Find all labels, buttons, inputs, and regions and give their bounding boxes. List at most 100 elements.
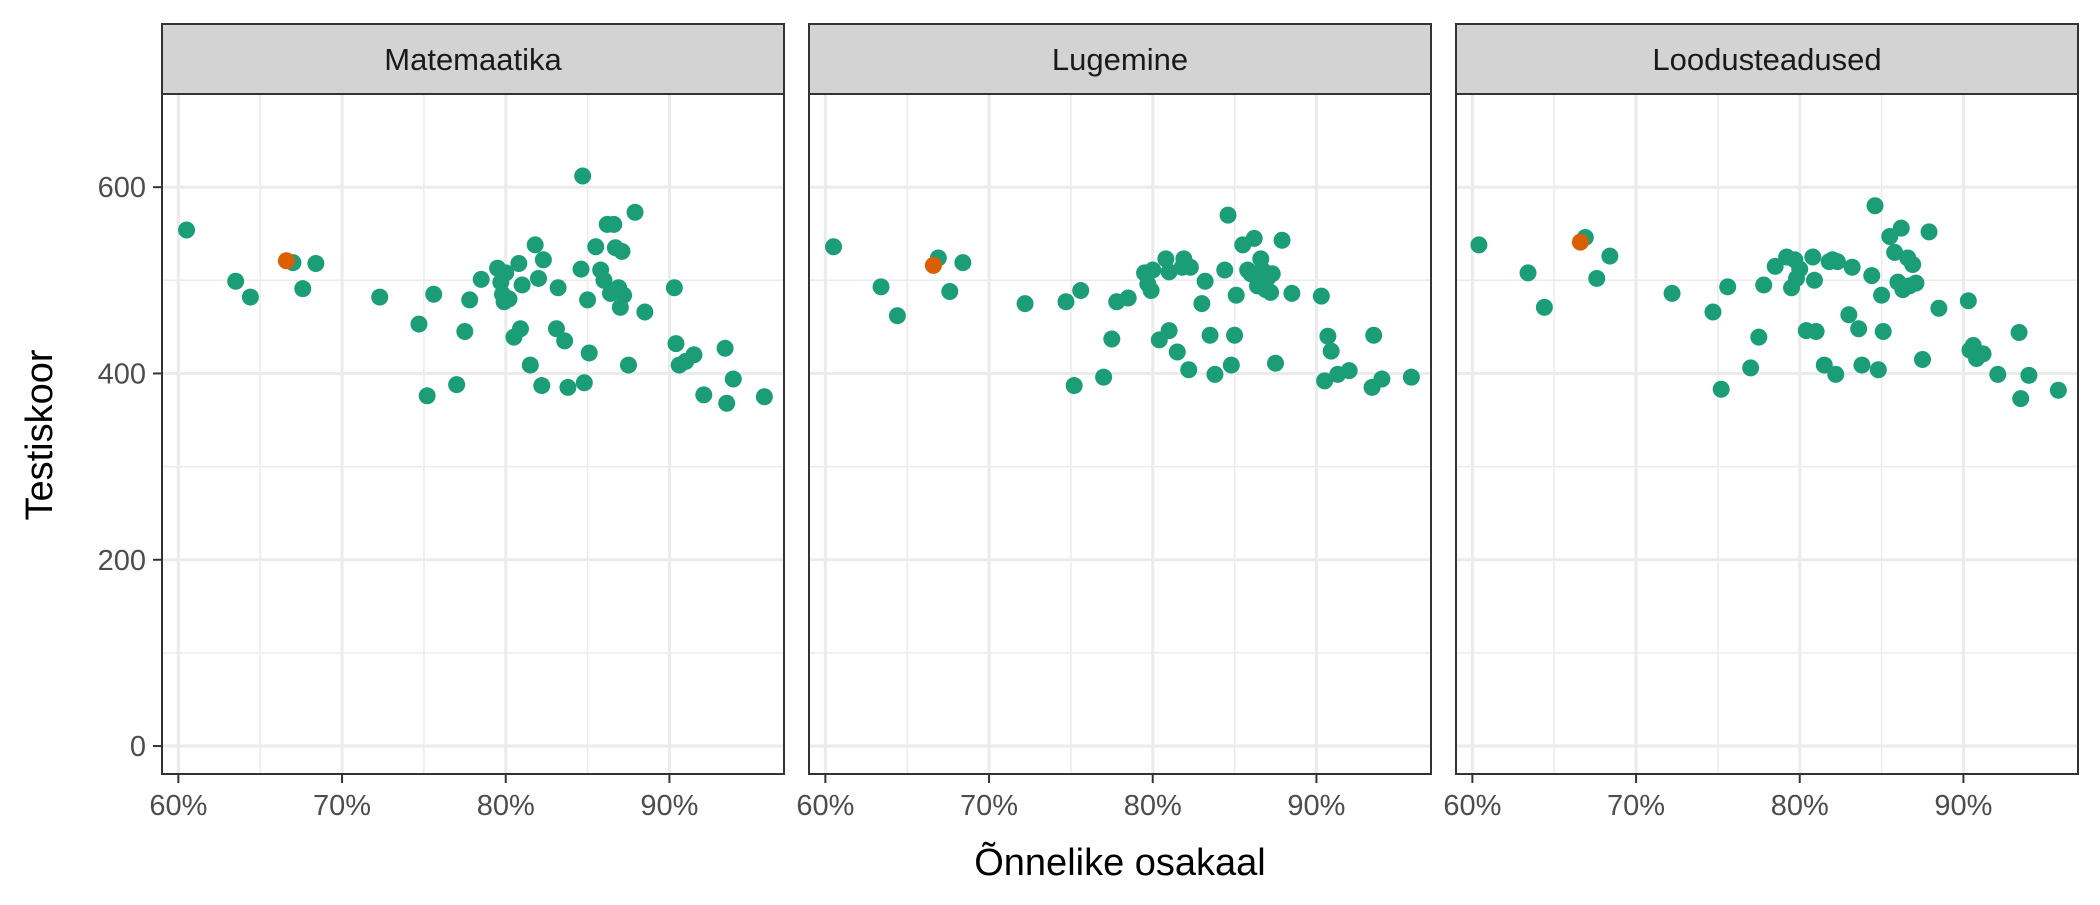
data-point bbox=[1886, 243, 1904, 261]
data-point bbox=[1892, 219, 1910, 237]
data-point bbox=[526, 236, 544, 254]
panel-background bbox=[809, 94, 1431, 774]
data-point bbox=[872, 278, 890, 296]
x-tick-label: 90% bbox=[640, 790, 698, 822]
data-point bbox=[456, 323, 474, 341]
data-point bbox=[1373, 370, 1391, 388]
data-point bbox=[1843, 258, 1861, 276]
data-point bbox=[1930, 299, 1948, 317]
data-point bbox=[1160, 322, 1178, 340]
data-point bbox=[580, 344, 598, 362]
data-point bbox=[1142, 282, 1160, 300]
data-point bbox=[2012, 390, 2030, 408]
data-point bbox=[472, 270, 490, 288]
data-point bbox=[755, 388, 773, 406]
data-point bbox=[510, 255, 528, 273]
data-point bbox=[724, 370, 742, 388]
data-point bbox=[1663, 284, 1681, 302]
facet-strip bbox=[161, 23, 785, 95]
x-tick-label: 80% bbox=[1124, 790, 1182, 822]
y-axis-label: Testiskoor bbox=[19, 349, 61, 520]
data-point bbox=[1719, 278, 1737, 296]
x-tick-label: 70% bbox=[960, 790, 1018, 822]
data-point bbox=[1535, 298, 1553, 316]
data-point bbox=[497, 264, 515, 282]
data-point bbox=[695, 386, 713, 404]
data-point bbox=[1273, 231, 1291, 249]
data-point bbox=[529, 269, 547, 287]
data-point bbox=[1263, 265, 1281, 283]
data-point bbox=[1989, 365, 2007, 383]
data-point bbox=[500, 290, 518, 308]
x-tick-label: 80% bbox=[477, 790, 535, 822]
data-point bbox=[1226, 326, 1244, 344]
data-point bbox=[1869, 361, 1887, 379]
data-point bbox=[1065, 377, 1083, 395]
data-point bbox=[534, 251, 552, 269]
x-tick-label: 70% bbox=[313, 790, 371, 822]
data-point bbox=[1601, 247, 1619, 265]
data-point bbox=[1904, 255, 1922, 273]
data-point bbox=[2010, 323, 2028, 341]
data-point bbox=[1227, 286, 1245, 304]
data-point bbox=[1974, 345, 1992, 363]
data-point bbox=[1750, 328, 1768, 346]
data-point bbox=[1470, 236, 1488, 254]
data-point bbox=[1245, 229, 1263, 247]
data-point bbox=[1959, 292, 1977, 310]
data-point bbox=[549, 279, 567, 297]
data-point bbox=[954, 254, 972, 272]
data-point bbox=[1072, 282, 1090, 300]
data-point bbox=[410, 315, 428, 333]
data-point bbox=[371, 288, 389, 306]
data-point bbox=[1160, 263, 1178, 281]
data-point bbox=[227, 272, 245, 290]
data-point bbox=[1840, 306, 1858, 324]
data-point bbox=[1920, 223, 1938, 241]
panel-lugemine: Lugemine 60% 70% 80% 90% bbox=[796, 23, 1432, 822]
data-point bbox=[1853, 356, 1871, 374]
data-point bbox=[547, 320, 565, 338]
highlighted-data-point bbox=[277, 252, 295, 270]
data-point bbox=[613, 242, 631, 260]
data-point bbox=[1340, 362, 1358, 380]
data-point bbox=[636, 303, 654, 321]
x-axis-label: Õnnelike osakaal bbox=[974, 840, 1266, 884]
y-tick-label: 400 bbox=[98, 358, 146, 390]
data-point bbox=[1704, 303, 1722, 321]
data-point bbox=[1365, 326, 1383, 344]
data-point bbox=[521, 356, 539, 374]
data-point bbox=[1322, 342, 1340, 360]
highlighted-data-point bbox=[924, 256, 942, 274]
x-tick-label: 60% bbox=[1443, 790, 1501, 822]
data-point bbox=[667, 335, 685, 353]
data-point bbox=[1815, 356, 1833, 374]
data-point bbox=[1804, 248, 1822, 266]
x-tick-label: 70% bbox=[1607, 790, 1665, 822]
data-point bbox=[511, 320, 529, 338]
data-point bbox=[1742, 359, 1760, 377]
data-point bbox=[425, 285, 443, 303]
data-point bbox=[1755, 276, 1773, 294]
facet-strip-label: Loodusteadused bbox=[1652, 42, 1881, 77]
data-point bbox=[241, 288, 259, 306]
data-point bbox=[626, 203, 644, 221]
data-point bbox=[1267, 354, 1284, 372]
data-point bbox=[1157, 250, 1175, 268]
y-tick-label: 600 bbox=[98, 172, 146, 204]
data-point bbox=[1588, 269, 1606, 287]
data-point bbox=[575, 374, 593, 392]
data-point bbox=[533, 377, 551, 395]
facet-strip-label: Lugemine bbox=[1052, 42, 1188, 77]
x-tick-label: 60% bbox=[149, 790, 207, 822]
panel-loodusteadused: Loodusteadused 60% 70% 80% 90% bbox=[1443, 23, 2079, 822]
data-point bbox=[178, 221, 196, 239]
data-point bbox=[888, 307, 906, 325]
data-point bbox=[716, 339, 734, 357]
facet-strip bbox=[808, 23, 1432, 95]
data-point bbox=[1216, 261, 1234, 279]
data-point bbox=[1206, 365, 1224, 383]
data-point bbox=[418, 387, 436, 405]
data-point bbox=[1312, 287, 1330, 305]
